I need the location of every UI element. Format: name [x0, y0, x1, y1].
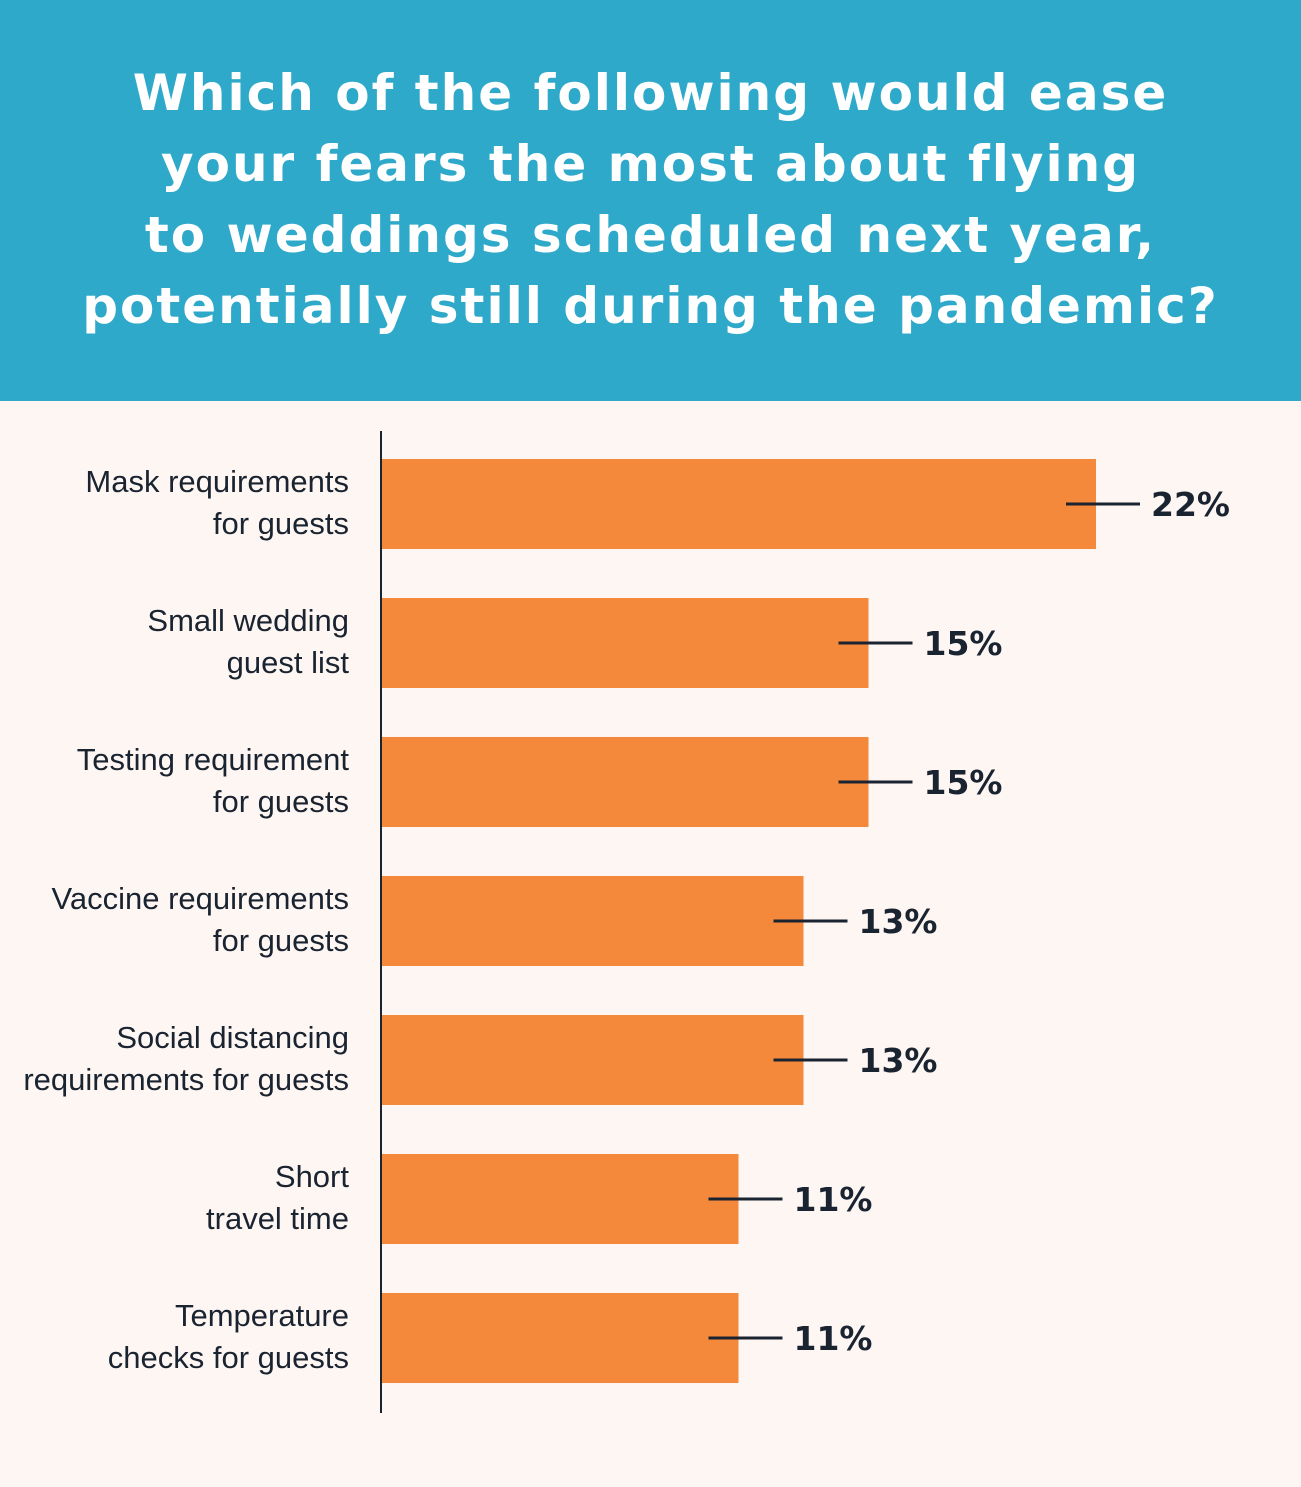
bar-3 — [381, 876, 804, 966]
value-labels-group: 22% 15% 15% 13% 13% 11% 11% — [794, 485, 1231, 1358]
value-label-3: 13% — [859, 902, 938, 941]
bar-6 — [381, 1293, 739, 1383]
value-label-4: 13% — [859, 1041, 938, 1080]
category-label-3-line-1: for guests — [213, 923, 349, 958]
value-label-0: 22% — [1151, 485, 1230, 524]
bars-group — [381, 459, 1096, 1383]
value-label-1: 15% — [924, 624, 1003, 663]
chart-header: Which of the following would ease your f… — [0, 0, 1301, 401]
category-label-3-line-0: Vaccine requirements — [51, 881, 349, 916]
category-labels-group: Mask requirements for guests Small wedding… — [23, 464, 349, 1375]
title-line-2: your fears the most about flying — [161, 135, 1140, 193]
title-line-3: to weddings scheduled next year, — [144, 206, 1157, 264]
category-label-6-line-1: checks for guests — [108, 1340, 349, 1375]
category-label-5-line-0: Short — [275, 1159, 349, 1194]
bar-5 — [381, 1154, 739, 1244]
category-label-1-line-0: Small wedding — [147, 603, 349, 638]
bar-chart: Mask requirements for guests Small wedding… — [23, 431, 1231, 1413]
bar-1 — [381, 598, 869, 688]
leader-lines-group — [708, 502, 1140, 1340]
category-label-0-line-1: for guests — [213, 506, 349, 541]
category-label-0-line-0: Mask requirements — [85, 464, 349, 499]
category-label-1-line-1: guest list — [227, 645, 350, 680]
category-label-6-line-0: Temperature — [175, 1298, 349, 1333]
category-label-2-line-1: for guests — [213, 784, 349, 819]
bar-2 — [381, 737, 869, 827]
title-line-1: Which of the following would ease — [132, 64, 1169, 122]
category-label-4-line-0: Social distancing — [116, 1020, 349, 1055]
category-label-4-line-1: requirements for guests — [23, 1062, 349, 1097]
value-label-6: 11% — [794, 1319, 873, 1358]
bar-0 — [381, 459, 1096, 549]
chart-title: Which of the following would ease your f… — [30, 58, 1271, 342]
title-line-4: potentially still during the pandemic? — [82, 277, 1219, 335]
category-label-2-line-0: Testing requirement — [77, 742, 350, 777]
value-label-5: 11% — [794, 1180, 873, 1219]
bar-4 — [381, 1015, 804, 1105]
category-label-5-line-1: travel time — [206, 1201, 349, 1236]
value-label-2: 15% — [924, 763, 1003, 802]
